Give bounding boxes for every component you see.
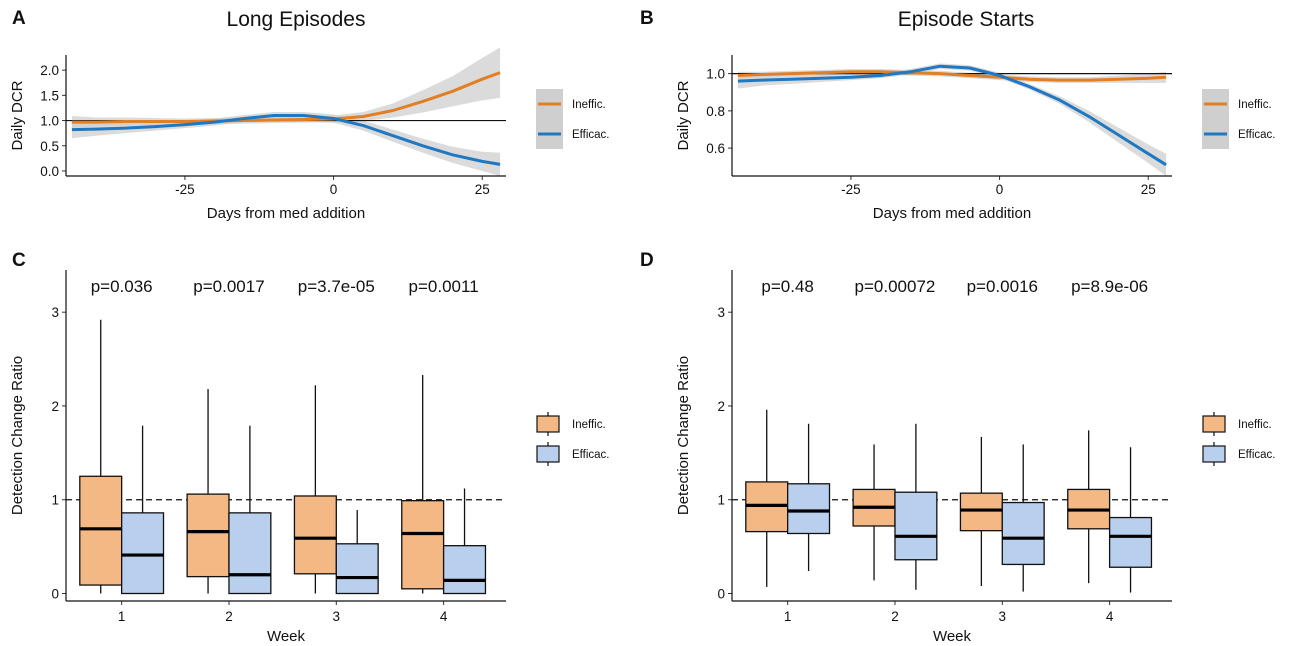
box-ineffic: [79, 475, 123, 586]
legend-label-efficac: Efficac.: [1238, 449, 1276, 461]
x-tick-label: 4: [440, 609, 448, 624]
confidence-band-ineffic: [71, 47, 501, 129]
y-axis-title: Detection Change Ratio: [9, 356, 26, 515]
legend-label-ineffic: Ineffic.: [572, 419, 606, 431]
y-tick-label: 0.5: [40, 139, 59, 154]
panel-letter: D: [640, 250, 654, 271]
x-axis-title: Week: [267, 628, 306, 645]
p-value-label: p=0.0016: [967, 277, 1038, 296]
box-efficac: [787, 483, 831, 535]
box-efficac: [442, 545, 487, 595]
x-tick-label: 3: [999, 609, 1007, 624]
legend-label-efficac: Efficac.: [1238, 129, 1276, 141]
chart-title: Episode Starts: [898, 8, 1035, 31]
box-efficac: [1001, 501, 1045, 566]
box-ineffic: [959, 492, 1003, 532]
x-tick-label: 25: [1141, 182, 1156, 197]
confidence-band-efficac: [71, 112, 501, 176]
legend-key-ineffic: [536, 415, 560, 433]
box-efficac: [335, 543, 379, 595]
p-value-label: p=8.9e-06: [1071, 277, 1148, 296]
box-efficac: [894, 491, 938, 561]
y-tick-label: 0: [717, 586, 725, 601]
p-value-label: p=0.00072: [855, 277, 936, 296]
series-line-ineffic: [71, 71, 501, 124]
legend-key-efficac: [1202, 445, 1226, 463]
panel-letter: C: [12, 250, 26, 271]
y-tick-label: 1: [51, 493, 59, 508]
y-tick-label: 1.5: [40, 88, 59, 103]
y-tick-label: 1.0: [40, 114, 59, 129]
y-axis-title: Daily DCR: [9, 80, 26, 150]
y-tick-label: 0.6: [706, 141, 725, 156]
box-ineffic: [186, 493, 230, 578]
x-tick-label: 0: [330, 182, 338, 197]
y-tick-label: 3: [717, 305, 725, 320]
legend-label-efficac: Efficac.: [572, 129, 610, 141]
x-tick-label: -25: [841, 182, 861, 197]
y-tick-label: 2: [717, 399, 725, 414]
p-value-label: p=3.7e-05: [298, 277, 375, 296]
p-value-label: p=0.0011: [409, 277, 479, 296]
y-axis-title: Detection Change Ratio: [675, 356, 692, 515]
legend-label-ineffic: Ineffic.: [572, 99, 606, 111]
y-tick-label: 2: [51, 399, 59, 414]
legend-label-ineffic: Ineffic.: [1238, 99, 1272, 111]
x-tick-label: 0: [996, 182, 1004, 197]
series-line-efficac: [71, 114, 501, 166]
p-value-label: p=0.0017: [193, 277, 264, 296]
y-tick-label: 0.0: [40, 164, 59, 179]
x-tick-label: -25: [175, 182, 195, 197]
x-tick-label: 2: [225, 609, 233, 624]
y-tick-label: 2.0: [40, 63, 59, 78]
box-efficac: [228, 512, 272, 595]
y-tick-label: 3: [51, 305, 59, 320]
x-axis-title: Days from med addition: [207, 205, 365, 222]
box-efficac: [1108, 516, 1153, 568]
x-axis-title: Week: [933, 628, 972, 645]
y-tick-label: 0.8: [706, 104, 725, 119]
legend-key-ineffic: [1202, 415, 1226, 433]
p-value-label: p=0.036: [91, 277, 153, 296]
x-tick-label: 4: [1106, 609, 1114, 624]
x-tick-label: 1: [784, 609, 792, 624]
y-tick-label: 1: [717, 493, 725, 508]
legend-label-efficac: Efficac.: [572, 449, 610, 461]
y-axis-title: Daily DCR: [675, 80, 692, 150]
y-tick-label: 1.0: [706, 67, 725, 82]
x-tick-label: 1: [118, 609, 126, 624]
box-ineffic: [401, 500, 445, 590]
box-ineffic: [293, 495, 337, 575]
legend-key-efficac: [536, 445, 560, 463]
series-line-efficac: [737, 64, 1167, 167]
chart-title: Long Episodes: [227, 8, 366, 31]
y-tick-label: 0: [51, 586, 59, 601]
panel-letter: B: [640, 8, 654, 29]
box-efficac: [121, 512, 165, 595]
x-tick-label: 3: [333, 609, 341, 624]
legend-label-ineffic: Ineffic.: [1238, 419, 1272, 431]
p-value-label: p=0.48: [761, 277, 813, 296]
series-line-ineffic: [737, 70, 1167, 82]
panel-letter: A: [12, 8, 26, 29]
x-axis-title: Days from med addition: [873, 205, 1031, 222]
x-tick-label: 25: [475, 182, 490, 197]
x-tick-label: 2: [891, 609, 899, 624]
